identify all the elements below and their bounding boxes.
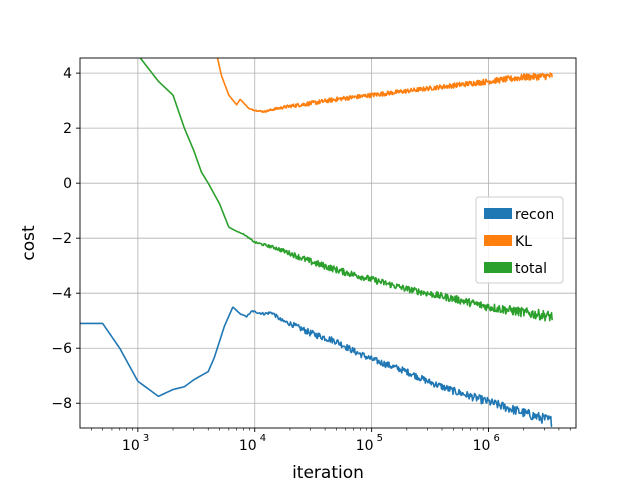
- series-line-kl: [216, 58, 553, 114]
- y-tick-label: 0: [63, 176, 72, 192]
- y-tick-label: 4: [63, 66, 72, 82]
- series-line-recon: [80, 306, 553, 428]
- legend-label-kl: KL: [515, 234, 532, 250]
- x-tick-label: 10: [473, 438, 491, 454]
- x-tick-exponent: 6: [494, 433, 500, 444]
- legend-label-total: total: [515, 261, 547, 277]
- y-axis-ticks: 4 2 0 −2 −4 −6 −8: [51, 66, 80, 412]
- x-tick-exponent: 3: [143, 433, 149, 444]
- y-tick-label: −6: [51, 341, 72, 357]
- x-axis-ticks: 10 3 10 4 10 5 10 6: [91, 428, 571, 454]
- x-axis-title: iteration: [292, 463, 364, 480]
- series-line-total: [139, 58, 553, 322]
- y-tick-label: −8: [51, 396, 72, 412]
- y-tick-label: 2: [63, 121, 72, 137]
- legend: recon KL total: [475, 196, 564, 284]
- series-lines: [80, 58, 553, 428]
- x-tick-label: 10: [122, 438, 140, 454]
- x-tick-label: 10: [356, 438, 374, 454]
- legend-swatch-total: [484, 262, 512, 273]
- y-axis-title: cost: [19, 225, 39, 261]
- legend-swatch-kl: [484, 235, 512, 246]
- legend-label-recon: recon: [515, 207, 554, 223]
- x-tick-exponent: 4: [260, 433, 266, 444]
- x-tick-exponent: 5: [377, 433, 383, 444]
- x-tick-label: 10: [239, 438, 257, 454]
- legend-swatch-recon: [484, 208, 512, 219]
- y-tick-label: −4: [51, 286, 72, 302]
- plot-frame: [79, 57, 577, 429]
- y-tick-label: −2: [51, 231, 72, 247]
